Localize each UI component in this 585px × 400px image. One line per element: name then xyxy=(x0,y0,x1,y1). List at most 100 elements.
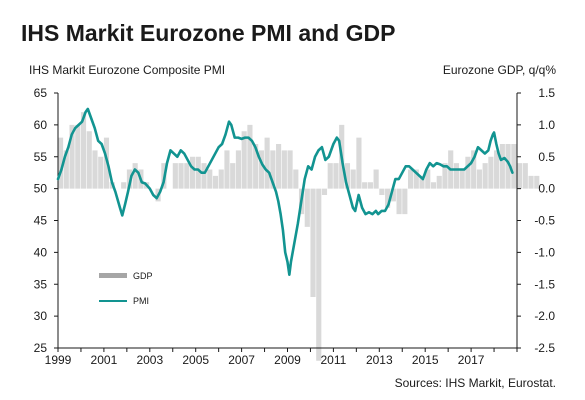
gdp-bars xyxy=(58,112,540,361)
left-tick-label: 40 xyxy=(34,245,48,259)
left-tick-label: 60 xyxy=(34,118,48,132)
gdp-bar xyxy=(235,150,241,189)
gdp-bar xyxy=(390,188,396,202)
gdp-bar xyxy=(476,169,482,189)
gdp-bar xyxy=(230,163,236,189)
gdp-bar xyxy=(132,163,138,189)
gdp-bar xyxy=(528,175,534,189)
gdp-bar xyxy=(316,188,322,361)
right-axis-ticks: -2.5 -2.0 -1.5 -1.0 -0.5 0.0 0.5 1.0 1.5 xyxy=(517,86,555,355)
left-tick-label: 35 xyxy=(34,277,48,291)
source-note: Sources: IHS Markit, Eurostat. xyxy=(395,376,556,390)
gdp-bar xyxy=(367,182,373,189)
gdp-bar xyxy=(276,144,282,189)
gdp-bar xyxy=(218,169,224,189)
legend-gdp-label: GDP xyxy=(133,271,153,281)
gdp-bar xyxy=(534,175,540,189)
gdp-bar xyxy=(373,169,379,189)
gdp-bar xyxy=(69,124,75,189)
x-tick-label: 2007 xyxy=(228,353,255,367)
right-tick-label: -1.5 xyxy=(534,277,555,291)
right-tick-label: 0.0 xyxy=(538,182,555,196)
gdp-bar xyxy=(419,175,425,189)
gdp-bar xyxy=(75,124,81,189)
right-tick-label: 1.5 xyxy=(538,86,555,100)
gdp-bar xyxy=(126,169,132,189)
gdp-bar xyxy=(253,144,259,189)
right-tick-label: -1.0 xyxy=(534,245,555,259)
gdp-bar xyxy=(86,131,92,189)
gdp-bar xyxy=(184,163,190,189)
gdp-bar xyxy=(310,188,316,298)
right-tick-label: 0.5 xyxy=(538,150,555,164)
left-tick-label: 55 xyxy=(34,150,48,164)
gdp-bar xyxy=(511,144,517,189)
pmi-line xyxy=(56,107,514,276)
x-tick-label: 1999 xyxy=(45,353,72,367)
gdp-bar xyxy=(247,124,253,189)
left-tick-label: 25 xyxy=(34,341,48,355)
x-tick-label: 2005 xyxy=(182,353,209,367)
gdp-bar xyxy=(494,150,500,189)
x-tick-label: 2015 xyxy=(412,353,439,367)
right-tick-label: -2.5 xyxy=(534,341,555,355)
gdp-bar xyxy=(201,163,207,189)
gdp-bar xyxy=(402,188,408,215)
left-tick-label: 50 xyxy=(34,182,48,196)
gdp-bar xyxy=(482,163,488,189)
gdp-bar xyxy=(58,137,64,189)
gdp-bar xyxy=(195,156,201,189)
left-axis-ticks: 25 30 35 40 45 50 55 60 65 xyxy=(34,86,58,355)
gdp-bar xyxy=(499,144,505,189)
gdp-bar xyxy=(425,169,431,189)
gdp-bar xyxy=(178,163,184,189)
gdp-bar xyxy=(453,163,460,189)
left-tick-label: 65 xyxy=(34,86,48,100)
chart-title: IHS Markit Eurozone PMI and GDP xyxy=(21,20,395,46)
left-tick-label: 45 xyxy=(34,214,48,228)
gdp-bar xyxy=(224,150,230,189)
left-axis-title: IHS Markit Eurozone Composite PMI xyxy=(29,63,225,77)
gdp-bar xyxy=(321,188,328,196)
x-tick-label: 2009 xyxy=(274,353,301,367)
gdp-bar xyxy=(379,188,385,196)
gdp-bar xyxy=(293,169,299,189)
axes xyxy=(57,93,518,349)
gdp-bar xyxy=(92,150,98,189)
gdp-bar xyxy=(304,188,310,227)
gdp-bar xyxy=(333,163,339,189)
gdp-bar xyxy=(413,169,419,189)
gdp-bar xyxy=(471,150,477,189)
gdp-bar xyxy=(362,182,368,189)
gdp-bar xyxy=(207,169,213,189)
right-axis-title: Eurozone GDP, q/q% xyxy=(443,63,557,77)
x-axis-ticks: 1999 2001 2003 2005 2007 2009 2011 2013 2015 2017 xyxy=(45,348,518,367)
gdp-bar xyxy=(505,144,511,189)
gdp-bar xyxy=(465,156,471,189)
gdp-bar xyxy=(436,175,442,189)
gdp-bar xyxy=(212,175,219,189)
gdp-bar xyxy=(488,156,494,189)
gdp-bar xyxy=(350,169,356,189)
right-tick-label: 1.0 xyxy=(538,118,555,132)
gdp-bar xyxy=(442,163,448,189)
gdp-bar xyxy=(281,150,287,189)
gdp-bar xyxy=(172,163,178,189)
gdp-bar xyxy=(517,163,523,189)
gdp-bar xyxy=(121,182,127,189)
gdp-bar xyxy=(80,112,87,189)
gdp-bar xyxy=(385,188,391,208)
right-tick-label: -2.0 xyxy=(534,309,555,323)
x-tick-label: 2011 xyxy=(320,353,346,367)
gdp-bar xyxy=(258,150,264,189)
legend: GDP PMI xyxy=(99,271,153,306)
pmi-layer xyxy=(56,107,514,276)
gdp-bar xyxy=(63,150,69,189)
gdp-bar xyxy=(264,137,270,189)
gdp-bar xyxy=(344,163,351,189)
x-tick-label: 2001 xyxy=(91,353,118,367)
gdp-bar xyxy=(356,137,362,189)
right-tick-label: -0.5 xyxy=(534,214,555,228)
x-tick-label: 2013 xyxy=(366,353,393,367)
